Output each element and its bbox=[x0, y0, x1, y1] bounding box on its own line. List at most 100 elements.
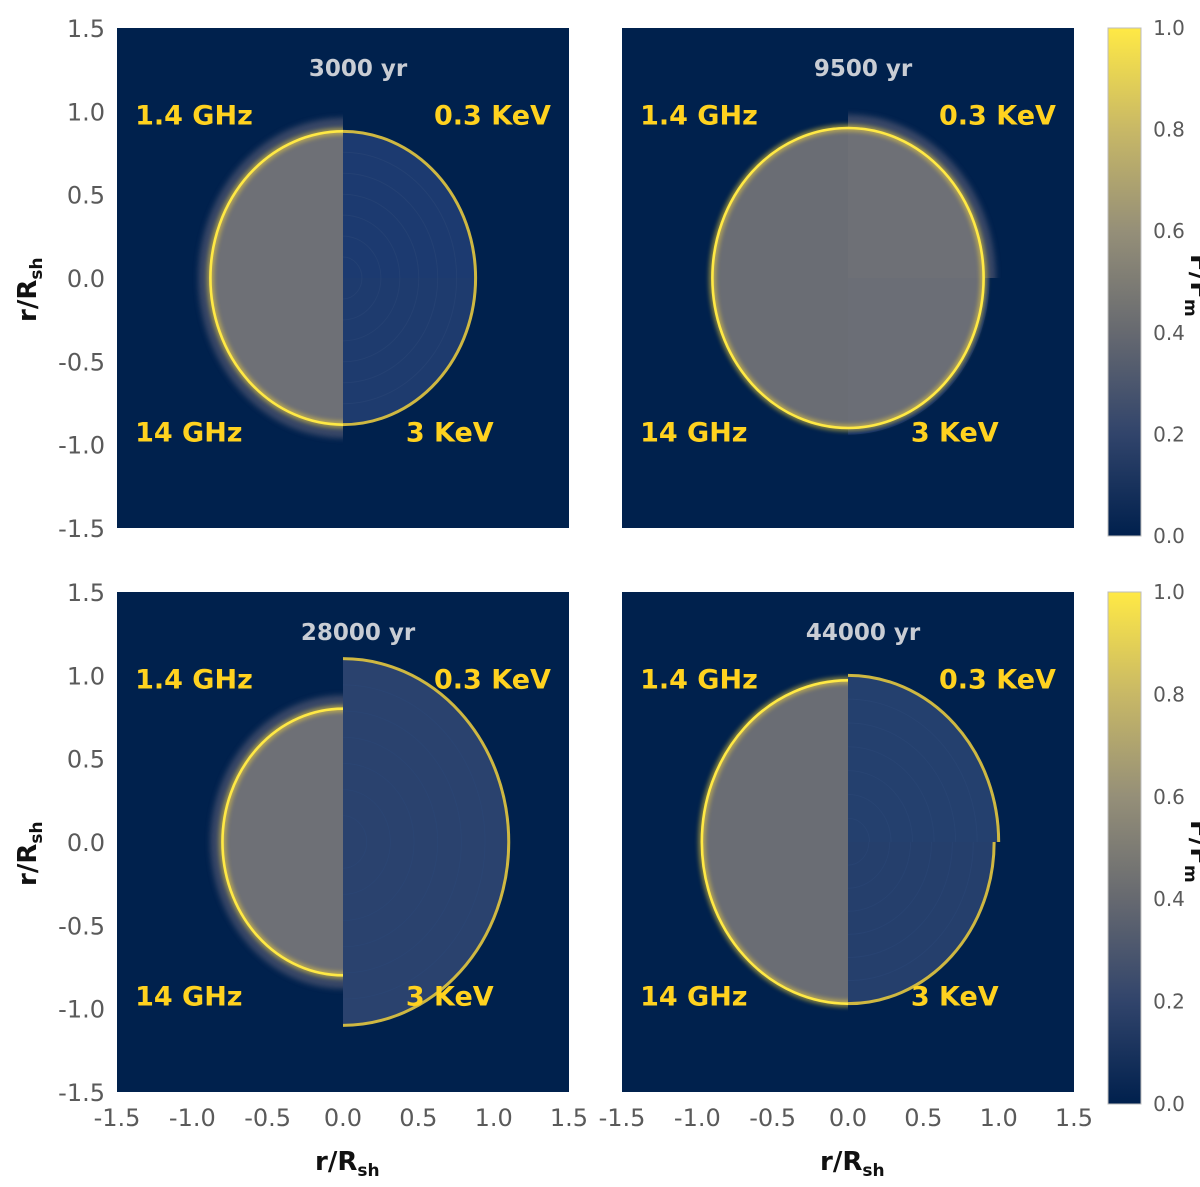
xray-contour bbox=[848, 842, 870, 866]
xray-disk bbox=[343, 658, 509, 842]
xray-rim bbox=[848, 673, 1001, 842]
band-label-top-right: 0.3 KeV bbox=[939, 101, 1056, 132]
xray-quadrant-br bbox=[848, 842, 996, 1006]
age-label: 28000 yr bbox=[301, 620, 416, 646]
age-label: 3000 yr bbox=[309, 56, 408, 82]
band-label-bottom-right: 3 KeV bbox=[406, 981, 494, 1012]
x-tick-label: 0.0 bbox=[829, 1104, 867, 1132]
y-tick-label: -0.5 bbox=[58, 348, 105, 376]
radio-disk bbox=[848, 128, 984, 278]
y-tick-label: 0.5 bbox=[67, 746, 105, 774]
colorbar-gradient bbox=[1107, 591, 1142, 1105]
radio-rim bbox=[848, 126, 985, 278]
panel-content bbox=[210, 657, 511, 1027]
xray-disk bbox=[343, 278, 476, 425]
band-label-bottom-left: 14 GHz bbox=[135, 981, 242, 1012]
y-axis-label-sub: sh bbox=[27, 257, 47, 279]
radio-quadrant-bl bbox=[198, 278, 343, 438]
colorbar-gradient bbox=[1107, 27, 1142, 537]
colorbar-tick-label: 0.8 bbox=[1153, 682, 1185, 706]
band-label-top-left: 1.4 GHz bbox=[135, 665, 253, 696]
x-tick-label: -0.5 bbox=[244, 1104, 291, 1132]
xray-contour bbox=[848, 746, 935, 842]
x-tick-label: 1.5 bbox=[1055, 1104, 1093, 1132]
xray-contour bbox=[343, 235, 382, 278]
panel-content bbox=[698, 673, 1001, 1008]
xray-contour bbox=[343, 842, 486, 1000]
y-tick-label: 0.5 bbox=[67, 182, 105, 210]
xray-contour bbox=[848, 793, 892, 842]
age-label: 44000 yr bbox=[806, 620, 921, 646]
band-label-bottom-left: 14 GHz bbox=[135, 417, 242, 448]
band-label-top-right: 0.3 KeV bbox=[434, 101, 551, 132]
colorbar-tick-label: 1.0 bbox=[1153, 16, 1185, 40]
band-label-top-right: 0.3 KeV bbox=[939, 665, 1056, 696]
radio-quadrant-tl bbox=[708, 124, 848, 278]
radio-disk bbox=[210, 278, 343, 425]
colorbar-tick-label: 0.0 bbox=[1153, 1092, 1185, 1116]
xray-contour bbox=[343, 278, 401, 342]
radio-rim bbox=[848, 278, 985, 430]
radio-disk bbox=[701, 680, 848, 842]
radio-disk bbox=[712, 278, 848, 428]
xray-disk bbox=[848, 675, 999, 842]
x-tick-label: 1.5 bbox=[550, 1104, 588, 1132]
panel-content bbox=[198, 118, 478, 438]
radio-quadrant-tr bbox=[848, 114, 996, 278]
colorbar-1: 1.0 0.8 0.6 0.4 0.2 0.0 F/Fm bbox=[1107, 16, 1200, 548]
colorbar-2: 1.0 0.8 0.6 0.4 0.2 0.0 F/Fm bbox=[1107, 580, 1200, 1116]
y-tick-label: -1.0 bbox=[58, 432, 105, 460]
colorbar-label: F/Fm bbox=[1180, 820, 1200, 883]
x-tick-label: 0.5 bbox=[904, 1104, 942, 1132]
x-tick-label: 1.0 bbox=[980, 1104, 1018, 1132]
x-axis-label-sub: sh bbox=[357, 1161, 379, 1181]
y-tick-label: -0.5 bbox=[58, 912, 105, 940]
radio-quadrant-tl bbox=[210, 695, 343, 842]
colorbar-tick-label: 1.0 bbox=[1153, 580, 1185, 604]
band-label-top-left: 1.4 GHz bbox=[640, 665, 758, 696]
colorbar-tick-label: 0.4 bbox=[1153, 887, 1185, 911]
y-tick-label: 1.5 bbox=[67, 579, 105, 607]
xray-contour bbox=[848, 842, 912, 912]
y-tick-label: -1.5 bbox=[58, 515, 105, 543]
x-axis-label-sub: sh bbox=[862, 1161, 884, 1181]
band-label-top-left: 1.4 GHz bbox=[640, 101, 758, 132]
xray-contour bbox=[343, 842, 415, 922]
panel-1: 1.4 GHz 0.3 KeV 14 GHz 3 KeV 3000 yr 1.5 1.0 0.… bbox=[13, 15, 569, 543]
radio-disk bbox=[712, 128, 848, 278]
y-tick-label: 1.0 bbox=[67, 98, 105, 126]
colorbar-tick-label: 0.4 bbox=[1153, 321, 1185, 345]
xray-disk bbox=[343, 842, 509, 1026]
y-tick-label: 0.0 bbox=[67, 829, 105, 857]
xray-contour bbox=[343, 278, 420, 363]
radio-disk bbox=[222, 708, 343, 842]
panel-2: 1.4 GHz 0.3 KeV 14 GHz 3 KeV 9500 yr bbox=[622, 28, 1074, 528]
y-tick-label: 1.0 bbox=[67, 662, 105, 690]
y-tick-label: -1.0 bbox=[58, 996, 105, 1024]
y-tick-label: 1.5 bbox=[67, 15, 105, 43]
radio-disk bbox=[210, 131, 343, 278]
x-tick-label: -1.5 bbox=[599, 1104, 646, 1132]
band-label-bottom-left: 14 GHz bbox=[640, 981, 747, 1012]
x-axis-label: r/Rsh bbox=[820, 1147, 885, 1181]
band-label-bottom-right: 3 KeV bbox=[911, 981, 999, 1012]
x-tick-label: 0.5 bbox=[399, 1104, 437, 1132]
radio-quadrant-bl bbox=[708, 278, 848, 432]
y-axis-label: r/Rsh bbox=[13, 257, 47, 322]
xray-contour bbox=[848, 817, 871, 842]
band-label-bottom-right: 3 KeV bbox=[406, 417, 494, 448]
x-tick-label: -1.0 bbox=[169, 1104, 216, 1132]
xray-quadrant-br bbox=[343, 278, 478, 427]
band-label-top-right: 0.3 KeV bbox=[434, 665, 551, 696]
xray-contour bbox=[343, 278, 363, 300]
panel-4: 1.4 GHz 0.3 KeV 14 GHz 3 KeV 44000 yr -1.5 -1.… bbox=[599, 592, 1093, 1181]
xray-quadrant-br bbox=[343, 842, 511, 1027]
radio-disk bbox=[222, 842, 343, 976]
y-axis-label-sub: sh bbox=[27, 821, 47, 843]
xray-contour bbox=[343, 842, 368, 869]
y-axis-label: r/Rsh bbox=[13, 821, 47, 886]
x-tick-label: 0.0 bbox=[324, 1104, 362, 1132]
colorbar-tick-label: 0.6 bbox=[1153, 785, 1185, 809]
x-tick-label: -1.5 bbox=[94, 1104, 141, 1132]
x-axis-label: r/Rsh bbox=[315, 1147, 380, 1181]
